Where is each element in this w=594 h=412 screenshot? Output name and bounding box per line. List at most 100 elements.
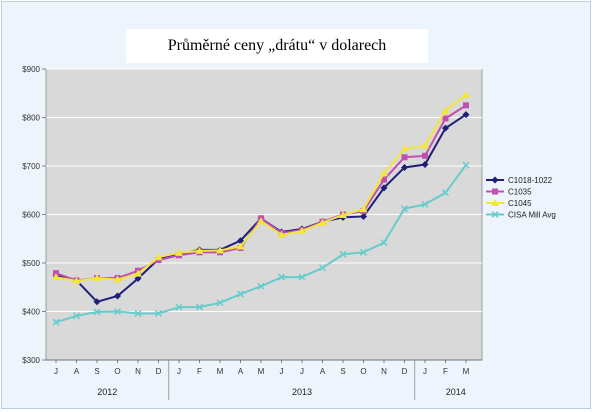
- chart-title: Průměrné ceny „drátu“ v dolarech: [167, 37, 387, 54]
- data-point: [441, 106, 450, 114]
- x-tick-label: F: [197, 367, 202, 376]
- data-point: [359, 205, 368, 213]
- data-point: [93, 298, 101, 306]
- data-point: [175, 248, 183, 256]
- data-point: [339, 210, 347, 218]
- legend-marker: [492, 188, 498, 195]
- data-point: [462, 161, 470, 169]
- legend-label: C1018-1022: [508, 176, 553, 185]
- legend-marker: [491, 176, 499, 184]
- y-tick-label: $800: [22, 114, 40, 123]
- x-tick-label: M: [258, 367, 265, 376]
- data-point: [195, 303, 204, 311]
- plot-area: [45, 68, 483, 361]
- data-point: [380, 239, 388, 247]
- legend-item: C1045: [486, 199, 532, 208]
- data-point: [360, 212, 367, 220]
- y-tick-label: $400: [22, 308, 40, 317]
- x-tick-label: J: [300, 367, 304, 376]
- x-tick-label: N: [381, 367, 387, 376]
- data-point: [52, 273, 60, 281]
- data-point: [114, 292, 121, 300]
- y-tick-label: $900: [22, 65, 40, 74]
- chart-title-box: Průměrné ceny „drátu“ v dolarech: [126, 29, 428, 63]
- data-point: [463, 102, 469, 109]
- y-tick-label: $700: [22, 162, 40, 171]
- year-label: 2014: [446, 387, 466, 397]
- data-point: [442, 115, 449, 122]
- data-point: [462, 90, 470, 98]
- data-point: [298, 273, 306, 281]
- x-tick-label: A: [238, 367, 244, 376]
- data-point: [93, 274, 101, 282]
- legend-item: CISA Mill Avg: [486, 211, 556, 220]
- data-point: [400, 205, 409, 213]
- x-tick-label: D: [402, 367, 408, 376]
- data-point: [134, 269, 142, 277]
- legend-label: C1045: [508, 199, 532, 208]
- data-point: [154, 253, 163, 261]
- x-tick-label: F: [443, 367, 448, 376]
- legend-item: C1035: [486, 188, 532, 197]
- data-point: [339, 250, 347, 258]
- data-point: [72, 312, 81, 320]
- x-tick-label: J: [280, 367, 284, 376]
- data-point: [442, 124, 449, 132]
- data-point: [381, 176, 387, 183]
- x-tick-label: M: [217, 367, 224, 376]
- series-c1045: [52, 90, 470, 284]
- data-point: [400, 145, 409, 153]
- data-point: [277, 273, 286, 281]
- data-point: [421, 161, 429, 169]
- y-tick-label: $600: [22, 211, 40, 220]
- x-tick-label: M: [463, 367, 470, 376]
- data-point: [380, 169, 388, 177]
- axes: $300 $400 $500 $600 $700 $800 $900 J A S O N D J F M A M J…: [22, 65, 482, 400]
- data-point: [318, 218, 327, 226]
- data-point: [462, 111, 470, 119]
- year-label: 2013: [292, 387, 312, 397]
- series-cisa-mill-avg: [52, 161, 470, 326]
- data-point: [298, 226, 306, 234]
- data-point: [113, 307, 122, 316]
- data-point: [422, 152, 428, 159]
- data-point: [93, 308, 101, 316]
- data-point: [236, 290, 245, 298]
- y-tick-label: $300: [22, 356, 40, 365]
- data-point: [401, 163, 408, 171]
- data-point: [359, 248, 368, 256]
- legend: C1018-1022 C1035 C1045 CISA Mill Avg: [486, 176, 556, 220]
- data-point: [175, 303, 183, 311]
- x-tick-label: O: [360, 367, 366, 376]
- legend-label: C1035: [508, 188, 532, 197]
- data-point: [72, 276, 81, 284]
- series-lines: [52, 90, 470, 326]
- legend-marker: [491, 199, 499, 206]
- data-point: [236, 242, 245, 250]
- data-point: [380, 184, 388, 192]
- data-point: [113, 275, 122, 283]
- data-point: [441, 189, 450, 197]
- legend-label: CISA Mill Avg: [508, 211, 556, 220]
- x-tick-label: A: [320, 367, 326, 376]
- data-point: [237, 237, 244, 245]
- data-point: [134, 275, 142, 283]
- x-tick-label: S: [94, 367, 99, 376]
- data-point: [195, 246, 204, 254]
- legend-item: C1018-1022: [486, 176, 553, 185]
- x-tick-label: N: [135, 367, 141, 376]
- data-point: [216, 299, 224, 307]
- x-tick-label: J: [54, 367, 58, 376]
- data-point: [257, 282, 265, 290]
- x-tick-label: S: [340, 367, 345, 376]
- x-tick-label: D: [156, 367, 162, 376]
- data-point: [421, 141, 429, 149]
- y-tick-label: $500: [22, 259, 40, 268]
- x-tick-label: J: [177, 367, 181, 376]
- legend-marker: [491, 210, 499, 219]
- data-point: [277, 230, 286, 238]
- data-point: [52, 318, 60, 326]
- x-tick-label: O: [114, 367, 120, 376]
- data-point: [318, 264, 327, 272]
